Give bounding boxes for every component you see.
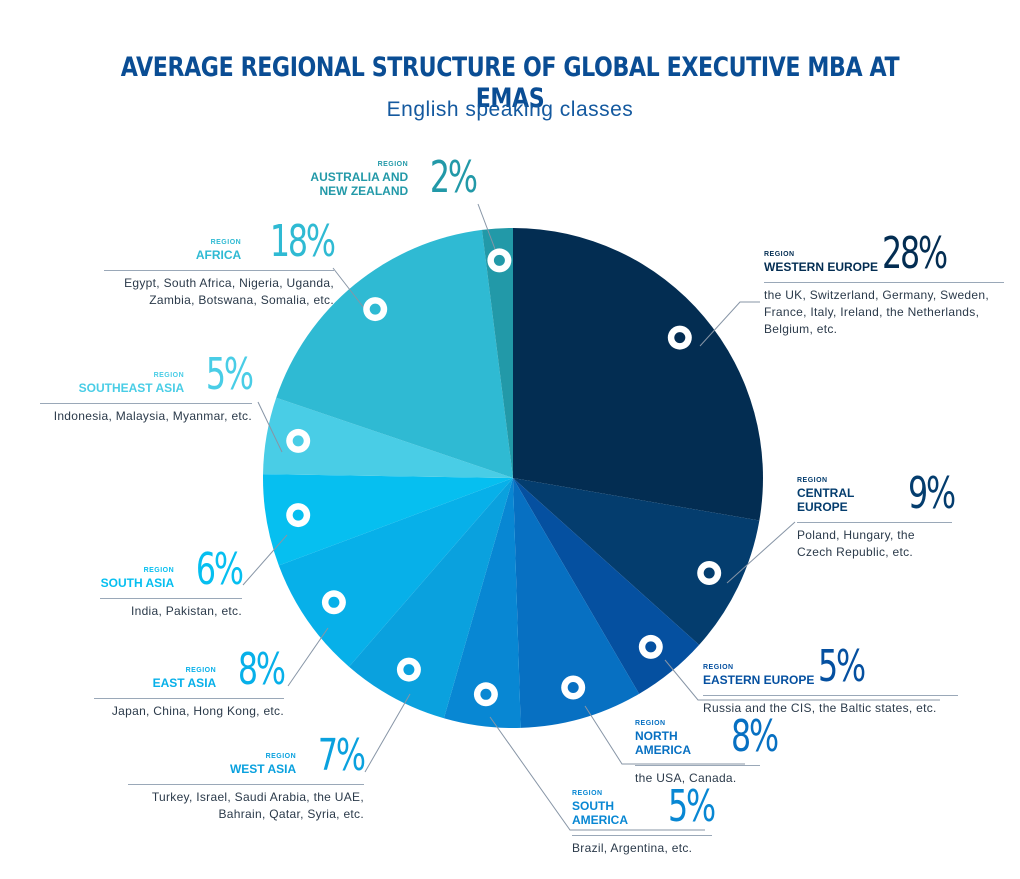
- region-description: the UK, Switzerland, Germany, Sweden, Fr…: [764, 282, 1004, 338]
- region-name: WEST ASIA: [229, 762, 297, 776]
- region-name: AFRICA: [195, 248, 242, 262]
- region-kicker: REGION: [143, 566, 175, 574]
- leader-line: [364, 693, 411, 773]
- region-name: CENTRAL EUROPE: [797, 486, 855, 514]
- slice-marker-icon: [487, 248, 512, 273]
- pie-slice-north-america: [513, 478, 640, 728]
- label-north-america: REGION NORTH AMERICA 8% the USA, Canada.: [635, 711, 795, 787]
- slice-marker-icon: [667, 325, 692, 350]
- label-east-asia: REGION EAST ASIA 8% Japan, China, Hong K…: [94, 644, 286, 720]
- chart-subtitle: English speaking classes: [386, 98, 634, 121]
- pie-slice-southeast-asia: [263, 397, 513, 478]
- pie-slice-australia-and-new-zealand: [481, 228, 513, 478]
- region-description: Japan, China, Hong Kong, etc.: [94, 698, 284, 720]
- label-south-america: REGION SOUTH AMERICA 5% Brazil, Argentin…: [572, 781, 732, 857]
- region-percent: 6%: [196, 544, 244, 595]
- region-kicker: REGION: [635, 719, 666, 727]
- slice-marker-icon: [396, 657, 421, 682]
- region-kicker: REGION: [703, 663, 734, 671]
- region-percent: 18%: [270, 216, 336, 267]
- chart-title: AVERAGE REGIONAL STRUCTURE OF GLOBAL EXE…: [120, 52, 900, 114]
- leader-line: [699, 301, 760, 347]
- region-description: Indonesia, Malaysia, Myanmar, etc.: [40, 403, 252, 425]
- region-kicker: REGION: [797, 476, 828, 484]
- slice-marker-icon: [286, 503, 311, 528]
- slice-marker-icon: [321, 590, 346, 615]
- region-kicker: REGION: [265, 752, 297, 760]
- slice-marker-icon: [638, 634, 663, 659]
- label-western-europe: REGION WESTERN EUROPE 28% the UK, Switze…: [764, 228, 1009, 338]
- region-percent: 5%: [668, 781, 716, 832]
- region-percent: 7%: [318, 730, 366, 781]
- leader-line: [726, 521, 796, 584]
- region-description: India, Pakistan, etc.: [100, 598, 242, 620]
- region-name: SOUTHEAST ASIA: [78, 381, 185, 395]
- region-percent: 2%: [430, 152, 478, 203]
- region-percent: 28%: [882, 228, 948, 279]
- label-australia-nz: REGION AUSTRALIA AND NEW ZEALAND 2%: [310, 152, 478, 203]
- leader-line: [287, 627, 329, 687]
- pie-slice-western-europe: [513, 228, 763, 521]
- label-southeast-asia: REGION SOUTHEAST ASIA 5% Indonesia, Mala…: [40, 349, 254, 425]
- region-percent: 9%: [908, 468, 956, 519]
- slice-marker-icon: [286, 428, 311, 453]
- pie-slice-central-europe: [513, 478, 760, 645]
- leader-line: [584, 705, 745, 765]
- region-description: Brazil, Argentina, etc.: [572, 835, 712, 857]
- leader-line: [477, 203, 496, 250]
- region-name: SOUTH AMERICA: [572, 799, 628, 827]
- region-description: Russia and the CIS, the Baltic states, e…: [703, 695, 958, 717]
- region-percent: 5%: [206, 349, 254, 400]
- leader-line: [664, 659, 940, 701]
- label-africa: REGION AFRICA 18% Egypt, South Africa, N…: [104, 216, 336, 309]
- region-kicker: REGION: [210, 238, 242, 246]
- region-name: NORTH AMERICA: [635, 729, 691, 757]
- region-kicker: REGION: [153, 371, 185, 379]
- label-south-asia: REGION SOUTH ASIA 6% India, Pakistan, et…: [100, 544, 244, 620]
- region-name: SOUTH ASIA: [100, 576, 175, 590]
- region-description: Egypt, South Africa, Nigeria, Uganda, Za…: [104, 270, 334, 309]
- pie-slice-west-asia: [349, 478, 513, 719]
- slice-marker-icon: [697, 561, 722, 585]
- label-eastern-europe: REGION EASTERN EUROPE 5% Russia and the …: [703, 641, 963, 717]
- region-kicker: REGION: [764, 250, 795, 258]
- leader-line: [332, 267, 365, 309]
- label-west-asia: REGION WEST ASIA 7% Turkey, Israel, Saud…: [128, 730, 366, 823]
- region-name: AUSTRALIA AND NEW ZEALAND: [310, 170, 409, 198]
- region-percent: 8%: [731, 711, 779, 762]
- region-kicker: REGION: [572, 789, 603, 797]
- region-description: the USA, Canada.: [635, 765, 760, 787]
- pie-slice-south-asia: [262, 474, 513, 566]
- region-description: Turkey, Israel, Saudi Arabia, the UAE, B…: [128, 784, 364, 823]
- leader-line: [489, 716, 705, 831]
- pie-slice-east-asia: [278, 478, 513, 667]
- region-kicker: REGION: [185, 666, 217, 674]
- region-percent: 8%: [238, 644, 286, 695]
- region-description: Poland, Hungary, the Czech Republic, etc…: [797, 522, 952, 561]
- region-kicker: REGION: [377, 160, 409, 168]
- region-name: EASTERN EUROPE: [703, 673, 815, 687]
- slice-marker-icon: [363, 297, 388, 322]
- label-central-europe: REGION CENTRAL EUROPE 9% Poland, Hungary…: [797, 468, 972, 561]
- slice-marker-icon: [561, 675, 586, 700]
- region-percent: 5%: [818, 641, 866, 692]
- slice-marker-icon: [473, 682, 498, 707]
- pie-slice-south-america: [443, 478, 521, 729]
- region-name: EAST ASIA: [152, 676, 217, 690]
- leader-line: [242, 534, 288, 586]
- pie-slice-africa: [276, 229, 513, 478]
- region-name: WESTERN EUROPE: [764, 260, 879, 274]
- leader-line: [257, 401, 283, 453]
